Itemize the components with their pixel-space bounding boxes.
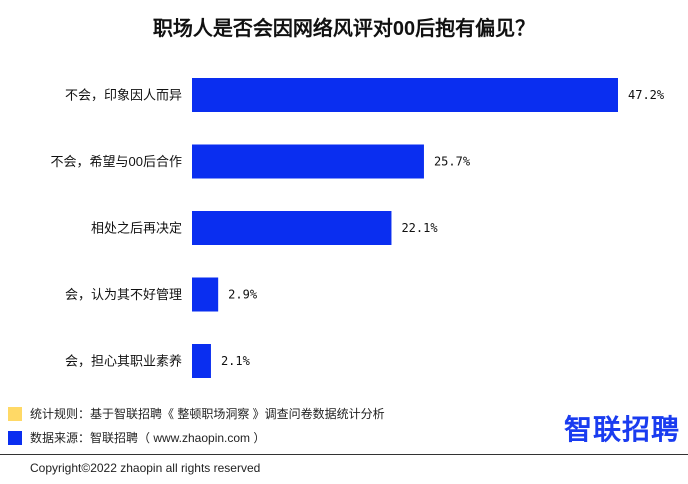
bar-chart: 不会，印象因人而异 47.2% 不会，希望与00后合作 25.7% 相处之后再决定 22.… xyxy=(51,78,665,378)
yellow-square-icon xyxy=(8,406,22,421)
value-label: 2.9% xyxy=(228,288,258,302)
category-label: 不会，印象因人而异 xyxy=(65,88,182,103)
category-label: 不会，希望与00后合作 xyxy=(51,154,182,169)
zhaopin-logo: 智联招聘 xyxy=(563,414,680,445)
value-label: 22.1% xyxy=(401,221,438,235)
note-statistics-rule-text: 统计规则：基于智联招聘《 整顿职场洞察 》调查问卷数据统计分析 xyxy=(30,407,385,421)
bar xyxy=(192,277,219,312)
bar xyxy=(192,344,211,378)
footer-divider xyxy=(0,454,688,455)
blue-square-icon xyxy=(8,430,22,445)
value-label: 2.1% xyxy=(221,354,251,368)
value-label: 47.2% xyxy=(628,88,665,102)
bar xyxy=(192,211,392,245)
bar xyxy=(192,144,424,179)
copyright-text: Copyright©2022 zhaopin all rights reserv… xyxy=(30,461,261,475)
bar xyxy=(192,78,618,112)
note-statistics-rule: 统计规则：基于智联招聘《 整顿职场洞察 》调查问卷数据统计分析 xyxy=(8,405,385,422)
category-label: 相处之后再决定 xyxy=(91,221,182,236)
chart-title: 职场人是否会因网络风评对00后抱有偏见？ xyxy=(152,18,536,40)
note-data-source: 数据来源：智联招聘（ www.zhaopin.com ） xyxy=(8,429,265,446)
note-data-source-text: 数据来源：智联招聘（ www.zhaopin.com ） xyxy=(30,431,266,445)
category-label: 会，担心其职业素养 xyxy=(65,354,182,369)
value-label: 25.7% xyxy=(434,155,471,169)
category-label: 会，认为其不好管理 xyxy=(65,287,182,302)
